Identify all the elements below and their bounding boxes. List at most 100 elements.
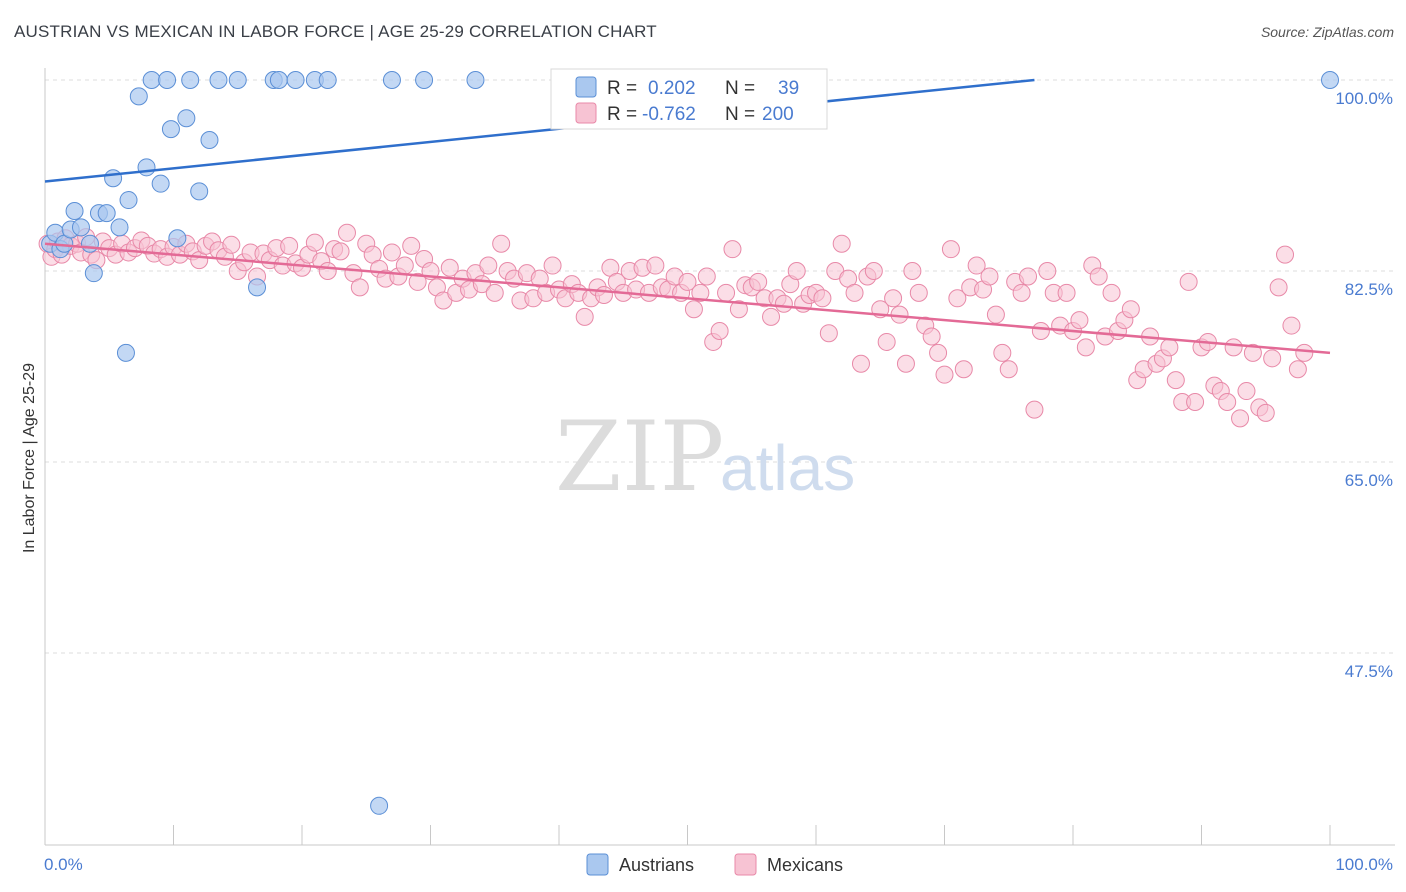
mexicans-point (646, 256, 665, 275)
mexicans-point (877, 332, 896, 351)
austrians-point (318, 71, 337, 89)
legend-n-value-mexicans: 200 (762, 104, 794, 125)
mexicans-point (935, 365, 954, 384)
mexicans-point (948, 289, 967, 308)
y-tick-label: 100.0% (1335, 89, 1393, 108)
grid-lines (45, 79, 1395, 654)
austrians-point (370, 796, 389, 815)
series-legend-swatch-mexicans (734, 853, 757, 876)
austrians-point (158, 71, 177, 89)
austrians-point (119, 191, 138, 210)
mexicans-point (884, 289, 903, 308)
mexicans-point (762, 307, 781, 326)
austrians-point (97, 204, 116, 223)
legend-r-label-mexicans: R = (607, 104, 637, 125)
mexicans-point (999, 360, 1018, 379)
mexicans-point (1019, 267, 1038, 286)
austrians-point (116, 343, 135, 362)
y-tick-label: 82.5% (1345, 280, 1393, 299)
austrians-point (142, 71, 161, 89)
mexicans-point (684, 300, 703, 319)
mexicans-point (1179, 272, 1198, 291)
mexicans-point (1276, 245, 1295, 264)
mexicans-point (922, 327, 941, 346)
austrians-point (110, 218, 129, 237)
x-tick-label: 0.0% (44, 855, 83, 874)
chart-source: Source: ZipAtlas.com (1260, 24, 1394, 40)
mexicans-point (485, 283, 504, 302)
mexicans-point (280, 236, 299, 255)
mexicans-point (331, 242, 350, 261)
watermark-zip: ZIP (555, 401, 724, 513)
austrians-point (161, 120, 180, 139)
mexicans-point (1256, 403, 1275, 422)
mexicans-point (479, 256, 498, 275)
x-tick-label: 100.0% (1335, 855, 1393, 874)
austrians-point (137, 158, 156, 177)
mexicans-points (38, 223, 1314, 428)
mexicans-point (440, 258, 459, 277)
austrians-point (1321, 71, 1339, 89)
mexicans-point (678, 272, 697, 291)
austrians-point (190, 182, 209, 201)
austrians-point (286, 71, 305, 89)
austrians-trend-line (44, 78, 1035, 183)
mexicans-point (691, 283, 710, 302)
legend-r-label-austrians: R = (607, 78, 637, 99)
mexicans-point (813, 289, 832, 308)
mexicans-point (1089, 267, 1108, 286)
mexicans-point (929, 343, 948, 362)
mexicans-point (1231, 409, 1250, 428)
austrians-point (129, 87, 148, 106)
mexicans-point (903, 262, 922, 280)
mexicans-point (1076, 338, 1095, 357)
mexicans-point (594, 286, 613, 305)
legend-r-value-mexicans: -0.762 (642, 104, 696, 125)
austrians-point (248, 278, 267, 297)
mexicans-point (941, 240, 960, 259)
mexicans-point (723, 240, 742, 259)
mexicans-point (543, 256, 562, 275)
mexicans-trend-line (44, 242, 1331, 355)
mexicans-point (710, 322, 729, 341)
mexicans-point (575, 307, 594, 326)
legend-r-value-austrians: 0.202 (648, 78, 696, 99)
mexicans-point (1166, 371, 1185, 390)
mexicans-point (749, 272, 768, 291)
stats-legend-box (550, 68, 828, 130)
mexicans-point (1237, 382, 1256, 401)
mexicans-point (1070, 311, 1089, 330)
mexicans-point (408, 272, 427, 291)
legend-n-value-austrians: 39 (778, 78, 799, 99)
series-legend-swatch-austrians (586, 853, 609, 876)
mexicans-point (729, 300, 748, 319)
austrians-point (84, 264, 103, 283)
y-axis-label: In Labor Force | Age 25-29 (21, 363, 38, 553)
austrians-point (200, 131, 219, 150)
mexicans-point (305, 233, 324, 252)
mexicans-point (382, 243, 401, 262)
mexicans-point (993, 343, 1012, 362)
mexicans-point (1025, 400, 1044, 419)
austrians-point (415, 71, 434, 89)
mexicans-point (1160, 338, 1179, 357)
austrians-point (228, 71, 247, 89)
mexicans-point (1243, 343, 1262, 362)
austrians-point (181, 71, 200, 89)
mexicans-point (967, 256, 986, 275)
austrians-point (466, 71, 485, 89)
series-legend-label-mexicans: Mexicans (767, 855, 843, 875)
y-tick-label: 65.0% (1345, 471, 1393, 490)
mexicans-point (787, 262, 806, 280)
mexicans-point (350, 278, 369, 297)
austrians-point (209, 71, 228, 89)
austrians-point (104, 169, 123, 188)
tick-labels: 100.0% 82.5% 65.0% 47.5% 0.0% 100.0% (44, 89, 1393, 874)
austrians-point (80, 234, 99, 253)
mexicans-point (492, 234, 511, 253)
mexicans-point (864, 262, 883, 280)
mexicans-point (1121, 300, 1140, 319)
legend-n-label-austrians: N = (725, 78, 755, 99)
